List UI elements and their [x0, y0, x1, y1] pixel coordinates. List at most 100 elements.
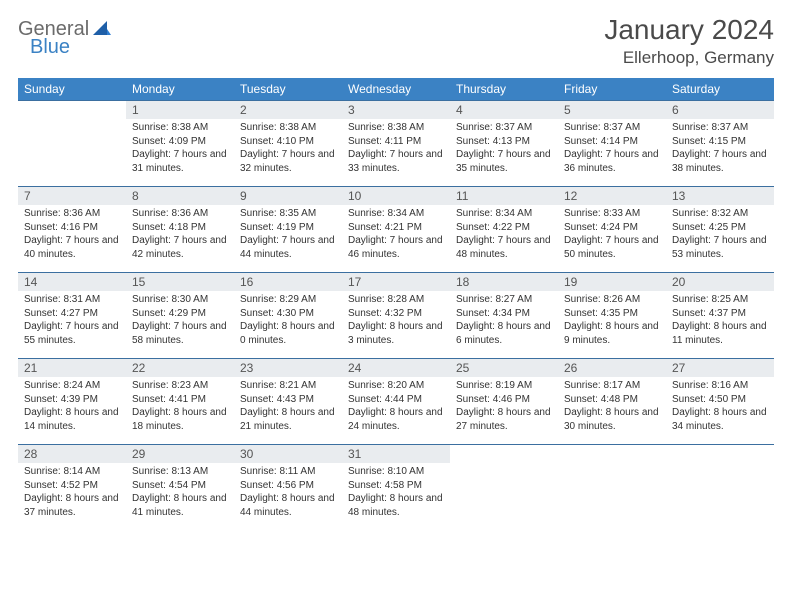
- calendar-week-row: 14Sunrise: 8:31 AMSunset: 4:27 PMDayligh…: [18, 272, 774, 358]
- daylight-text: Daylight: 8 hours and 41 minutes.: [132, 492, 228, 519]
- day-number: 22: [126, 358, 234, 377]
- weekday-header: Friday: [558, 78, 666, 100]
- sunrise-text: Sunrise: 8:38 AM: [132, 121, 228, 135]
- sunrise-text: Sunrise: 8:27 AM: [456, 293, 552, 307]
- location: Ellerhoop, Germany: [604, 48, 774, 68]
- calendar-cell: 21Sunrise: 8:24 AMSunset: 4:39 PMDayligh…: [18, 358, 126, 444]
- daylight-text: Daylight: 7 hours and 36 minutes.: [564, 148, 660, 175]
- sunset-text: Sunset: 4:34 PM: [456, 307, 552, 321]
- day-content: Sunrise: 8:27 AMSunset: 4:34 PMDaylight:…: [450, 291, 558, 351]
- daylight-text: Daylight: 7 hours and 58 minutes.: [132, 320, 228, 347]
- daylight-text: Daylight: 8 hours and 14 minutes.: [24, 406, 120, 433]
- day-number: 14: [18, 272, 126, 291]
- sunrise-text: Sunrise: 8:28 AM: [348, 293, 444, 307]
- calendar-cell: 17Sunrise: 8:28 AMSunset: 4:32 PMDayligh…: [342, 272, 450, 358]
- day-content: Sunrise: 8:33 AMSunset: 4:24 PMDaylight:…: [558, 205, 666, 265]
- calendar-cell: 2Sunrise: 8:38 AMSunset: 4:10 PMDaylight…: [234, 100, 342, 186]
- calendar-cell: [558, 444, 666, 530]
- calendar-cell: 18Sunrise: 8:27 AMSunset: 4:34 PMDayligh…: [450, 272, 558, 358]
- daylight-text: Daylight: 7 hours and 55 minutes.: [24, 320, 120, 347]
- calendar-cell: [18, 100, 126, 186]
- daylight-text: Daylight: 8 hours and 9 minutes.: [564, 320, 660, 347]
- sunset-text: Sunset: 4:58 PM: [348, 479, 444, 493]
- sunrise-text: Sunrise: 8:37 AM: [456, 121, 552, 135]
- day-content: Sunrise: 8:10 AMSunset: 4:58 PMDaylight:…: [342, 463, 450, 523]
- day-content: Sunrise: 8:28 AMSunset: 4:32 PMDaylight:…: [342, 291, 450, 351]
- day-content: Sunrise: 8:38 AMSunset: 4:11 PMDaylight:…: [342, 119, 450, 179]
- sunrise-text: Sunrise: 8:33 AM: [564, 207, 660, 221]
- sunset-text: Sunset: 4:48 PM: [564, 393, 660, 407]
- title-block: January 2024 Ellerhoop, Germany: [604, 14, 774, 68]
- day-content: Sunrise: 8:26 AMSunset: 4:35 PMDaylight:…: [558, 291, 666, 351]
- calendar-cell: 25 Sunrise: 8:19 AMSunset: 4:46 PMDayligh…: [450, 358, 558, 444]
- day-number: 25: [450, 358, 558, 377]
- sunrise-text: Sunrise: 8:37 AM: [672, 121, 768, 135]
- day-number: 4: [450, 100, 558, 119]
- day-number: 26: [558, 358, 666, 377]
- sunrise-text: Sunrise: 8:13 AM: [132, 465, 228, 479]
- day-content: Sunrise: 8:24 AMSunset: 4:39 PMDaylight:…: [18, 377, 126, 437]
- sunset-text: Sunset: 4:21 PM: [348, 221, 444, 235]
- calendar-cell: 24Sunrise: 8:20 AMSunset: 4:44 PMDayligh…: [342, 358, 450, 444]
- day-content: Sunrise: 8:13 AMSunset: 4:54 PMDaylight:…: [126, 463, 234, 523]
- sunset-text: Sunset: 4:37 PM: [672, 307, 768, 321]
- day-content: Sunrise: 8:25 AMSunset: 4:37 PMDaylight:…: [666, 291, 774, 351]
- sunrise-text: Sunrise: 8:17 AM: [564, 379, 660, 393]
- day-content: Sunrise: 8:34 AMSunset: 4:22 PMDaylight:…: [450, 205, 558, 265]
- sunrise-text: Sunrise: 8:30 AM: [132, 293, 228, 307]
- weekday-header: Thursday: [450, 78, 558, 100]
- day-number: 3: [342, 100, 450, 119]
- calendar-cell: [666, 444, 774, 530]
- sunrise-text: Sunrise: 8:29 AM: [240, 293, 336, 307]
- day-content: Sunrise: 8:34 AMSunset: 4:21 PMDaylight:…: [342, 205, 450, 265]
- day-number: 16: [234, 272, 342, 291]
- sunrise-text: Sunrise: 8:16 AM: [672, 379, 768, 393]
- day-number: 9: [234, 186, 342, 205]
- sunset-text: Sunset: 4:41 PM: [132, 393, 228, 407]
- sunset-text: Sunset: 4:19 PM: [240, 221, 336, 235]
- day-content: Sunrise: 8:30 AMSunset: 4:29 PMDaylight:…: [126, 291, 234, 351]
- sunset-text: Sunset: 4:54 PM: [132, 479, 228, 493]
- sunset-text: Sunset: 4:50 PM: [672, 393, 768, 407]
- calendar-cell: 1Sunrise: 8:38 AMSunset: 4:09 PMDaylight…: [126, 100, 234, 186]
- sunrise-text: Sunrise: 8:24 AM: [24, 379, 120, 393]
- day-content: Sunrise: 8:32 AMSunset: 4:25 PMDaylight:…: [666, 205, 774, 265]
- sunrise-text: Sunrise: 8:26 AM: [564, 293, 660, 307]
- daylight-text: Daylight: 8 hours and 21 minutes.: [240, 406, 336, 433]
- day-number: 12: [558, 186, 666, 205]
- day-number: 21: [18, 358, 126, 377]
- calendar-cell: 30Sunrise: 8:11 AMSunset: 4:56 PMDayligh…: [234, 444, 342, 530]
- calendar-cell: 6Sunrise: 8:37 AMSunset: 4:15 PMDaylight…: [666, 100, 774, 186]
- calendar-cell: 9Sunrise: 8:35 AMSunset: 4:19 PMDaylight…: [234, 186, 342, 272]
- day-number: 7: [18, 186, 126, 205]
- sunrise-text: Sunrise: 8:31 AM: [24, 293, 120, 307]
- day-number: 17: [342, 272, 450, 291]
- calendar-cell: 11Sunrise: 8:34 AMSunset: 4:22 PMDayligh…: [450, 186, 558, 272]
- day-content: Sunrise: 8:36 AMSunset: 4:16 PMDaylight:…: [18, 205, 126, 265]
- day-content: Sunrise: 8:16 AMSunset: 4:50 PMDaylight:…: [666, 377, 774, 437]
- calendar-cell: 4Sunrise: 8:37 AMSunset: 4:13 PMDaylight…: [450, 100, 558, 186]
- daylight-text: Daylight: 7 hours and 33 minutes.: [348, 148, 444, 175]
- weekday-header: Monday: [126, 78, 234, 100]
- header: General January 2024 Ellerhoop, Germany: [18, 14, 774, 68]
- day-content: Sunrise: 8:11 AMSunset: 4:56 PMDaylight:…: [234, 463, 342, 523]
- daylight-text: Daylight: 7 hours and 38 minutes.: [672, 148, 768, 175]
- daylight-text: Daylight: 8 hours and 30 minutes.: [564, 406, 660, 433]
- day-number: [666, 444, 774, 463]
- daylight-text: Daylight: 7 hours and 46 minutes.: [348, 234, 444, 261]
- day-content: Sunrise: 8:37 AMSunset: 4:15 PMDaylight:…: [666, 119, 774, 179]
- day-number: 29: [126, 444, 234, 463]
- sunset-text: Sunset: 4:56 PM: [240, 479, 336, 493]
- sunrise-text: Sunrise: 8:37 AM: [564, 121, 660, 135]
- calendar-cell: 29Sunrise: 8:13 AMSunset: 4:54 PMDayligh…: [126, 444, 234, 530]
- calendar-cell: 14Sunrise: 8:31 AMSunset: 4:27 PMDayligh…: [18, 272, 126, 358]
- day-number: 13: [666, 186, 774, 205]
- day-number: 30: [234, 444, 342, 463]
- day-number: 10: [342, 186, 450, 205]
- sunset-text: Sunset: 4:46 PM: [456, 393, 552, 407]
- sunrise-text: Sunrise: 8:14 AM: [24, 465, 120, 479]
- calendar-table: Sunday Monday Tuesday Wednesday Thursday…: [18, 78, 774, 530]
- sunrise-text: Sunrise: 8:19 AM: [456, 379, 552, 393]
- sunset-text: Sunset: 4:10 PM: [240, 135, 336, 149]
- daylight-text: Daylight: 8 hours and 27 minutes.: [456, 406, 552, 433]
